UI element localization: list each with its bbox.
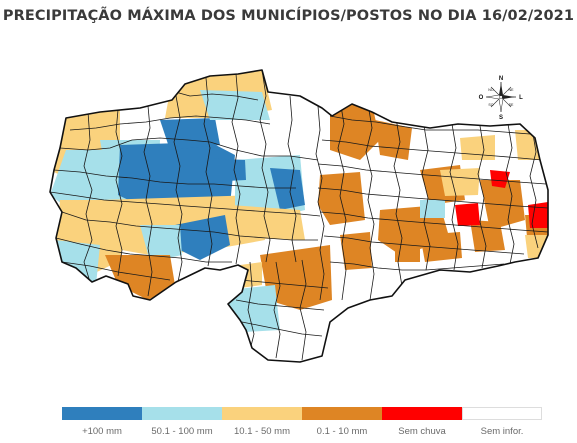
legend-swatch-no-rain xyxy=(382,407,462,420)
legend-swatch-0-10 xyxy=(302,407,382,420)
region-yellow-se xyxy=(525,235,548,258)
state-outline xyxy=(49,69,549,363)
legend-swatch-no-info xyxy=(462,407,542,420)
region-west-lightblue-1 xyxy=(50,150,112,210)
compass-so: SO xyxy=(488,103,493,107)
legend-swatch-over-100 xyxy=(62,407,142,420)
region-blue-right xyxy=(270,168,305,210)
legend-label-no-rain: Sem chuva xyxy=(398,426,446,437)
region-blue-center xyxy=(160,118,220,150)
region-lightblue-south-lobe xyxy=(228,285,280,332)
legend-label-10-50: 10.1 - 50 mm xyxy=(234,426,290,437)
municipal-boundaries xyxy=(50,70,548,361)
region-lightblue-top xyxy=(200,90,270,120)
compass-rose-icon: N S O L NO NE SO SE xyxy=(479,76,524,120)
legend-labels: +100 mm 50.1 - 100 mm 10.1 - 50 mm 0.1 -… xyxy=(62,426,542,437)
region-blue-corridor xyxy=(205,158,246,182)
compass-o: O xyxy=(479,95,484,101)
legend: +100 mm 50.1 - 100 mm 10.1 - 50 mm 0.1 -… xyxy=(62,407,542,443)
region-orange-se xyxy=(420,232,462,262)
region-red-2 xyxy=(490,170,510,188)
region-yellow-east-2 xyxy=(460,135,495,160)
legend-swatch-50-100 xyxy=(142,407,222,420)
compass-ne: NE xyxy=(509,88,515,92)
state-regions xyxy=(50,70,548,332)
paraiba-precipitation-map xyxy=(49,69,549,363)
compass-se: SE xyxy=(509,103,514,107)
legend-label-0-10: 0.1 - 10 mm xyxy=(316,426,368,437)
compass-n: N xyxy=(499,76,503,82)
legend-label-over-100: +100 mm xyxy=(82,426,122,437)
region-lightblue-east xyxy=(420,200,445,218)
region-blue-south xyxy=(175,215,230,260)
legend-swatches xyxy=(62,407,542,420)
map-title: PRECIPITAÇÃO MÁXIMA DOS MUNICÍPIOS/POSTO… xyxy=(2,8,575,24)
region-orange-sw xyxy=(105,255,175,300)
region-orange-strip xyxy=(340,232,372,270)
compass-no: NO xyxy=(488,88,494,92)
region-red-3 xyxy=(528,202,548,228)
region-orange-center-east xyxy=(318,172,365,225)
region-orange-ne-2 xyxy=(375,120,412,160)
region-red-1 xyxy=(455,203,480,226)
compass-s: S xyxy=(499,115,503,120)
legend-label-50-100: 50.1 - 100 mm xyxy=(151,426,213,437)
legend-label-no-info: Sem infor. xyxy=(480,426,524,437)
legend-swatch-10-50 xyxy=(222,407,302,420)
region-yellow-right xyxy=(230,205,305,240)
region-yellow-east-1 xyxy=(440,168,480,196)
region-yellow-coast xyxy=(515,130,542,160)
compass-l: L xyxy=(519,95,523,101)
